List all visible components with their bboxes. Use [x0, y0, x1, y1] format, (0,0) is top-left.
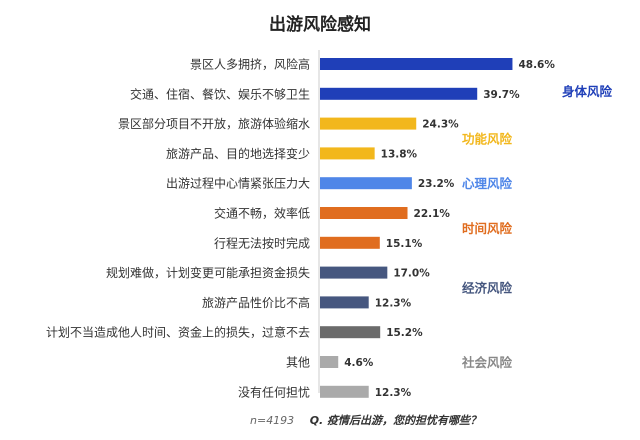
bar — [320, 58, 513, 70]
bar — [320, 87, 478, 100]
chart-footer: n=4193 Q. 疫情后出游，您的担忧有哪些？ — [250, 412, 481, 428]
value-label: 17.0% — [393, 268, 430, 280]
value-label: 48.6% — [518, 59, 555, 71]
group-label: 功能风险 — [462, 132, 513, 147]
bar — [320, 207, 408, 219]
value-label: 23.2% — [418, 178, 455, 190]
bar — [320, 177, 412, 190]
bar — [320, 236, 380, 249]
bar-chart: 景区人多拥挤，风险高交通、住宿、餐饮、娱乐不够卫生景区部分项目不开放，旅游体验缩… — [46, 50, 613, 399]
group-label: 社会风险 — [461, 355, 513, 370]
group-label: 心理风险 — [462, 176, 513, 191]
category-label: 出游过程中心情紧张压力大 — [166, 176, 310, 191]
bar — [320, 356, 339, 368]
value-label: 22.1% — [414, 208, 451, 220]
category-label: 规划难做，计划变更可能承担资金损失 — [106, 265, 310, 280]
value-label: 15.2% — [386, 327, 423, 339]
category-label: 旅游产品性价比不高 — [202, 295, 310, 310]
category-label: 计划不当造成他人时间、资金上的损失，过意不去 — [46, 325, 310, 340]
value-label: 24.3% — [422, 119, 459, 131]
category-label: 行程无法按时完成 — [214, 235, 310, 250]
group-label: 经济风险 — [462, 281, 513, 296]
group-label: 身体风险 — [562, 84, 613, 99]
value-label: 13.8% — [381, 148, 418, 160]
category-label: 交通不畅，效率低 — [214, 206, 310, 221]
value-label: 12.3% — [375, 297, 412, 309]
bar — [320, 147, 375, 160]
value-label: 12.3% — [375, 387, 412, 399]
bar — [320, 326, 381, 339]
bar — [320, 117, 417, 130]
category-label: 其他 — [286, 356, 310, 370]
chart-title: 出游风险感知 — [269, 15, 371, 35]
sample-size: n=4193 — [250, 414, 295, 427]
value-label: 4.6% — [344, 357, 374, 369]
group-label: 时间风险 — [462, 221, 513, 236]
bar — [320, 266, 388, 279]
category-label: 交通、住宿、餐饮、娱乐不够卫生 — [130, 86, 310, 101]
category-label: 景区人多拥挤，风险高 — [190, 57, 310, 72]
value-label: 15.1% — [386, 238, 423, 250]
survey-question: Q. 疫情后出游，您的担忧有哪些？ — [309, 414, 482, 427]
bar — [320, 296, 369, 309]
bar — [320, 385, 369, 398]
category-label: 旅游产品、目的地选择变少 — [166, 146, 310, 161]
category-label: 景区部分项目不开放，旅游体验缩水 — [118, 116, 310, 131]
value-label: 39.7% — [483, 89, 520, 101]
category-label: 没有任何担忧 — [238, 384, 310, 399]
